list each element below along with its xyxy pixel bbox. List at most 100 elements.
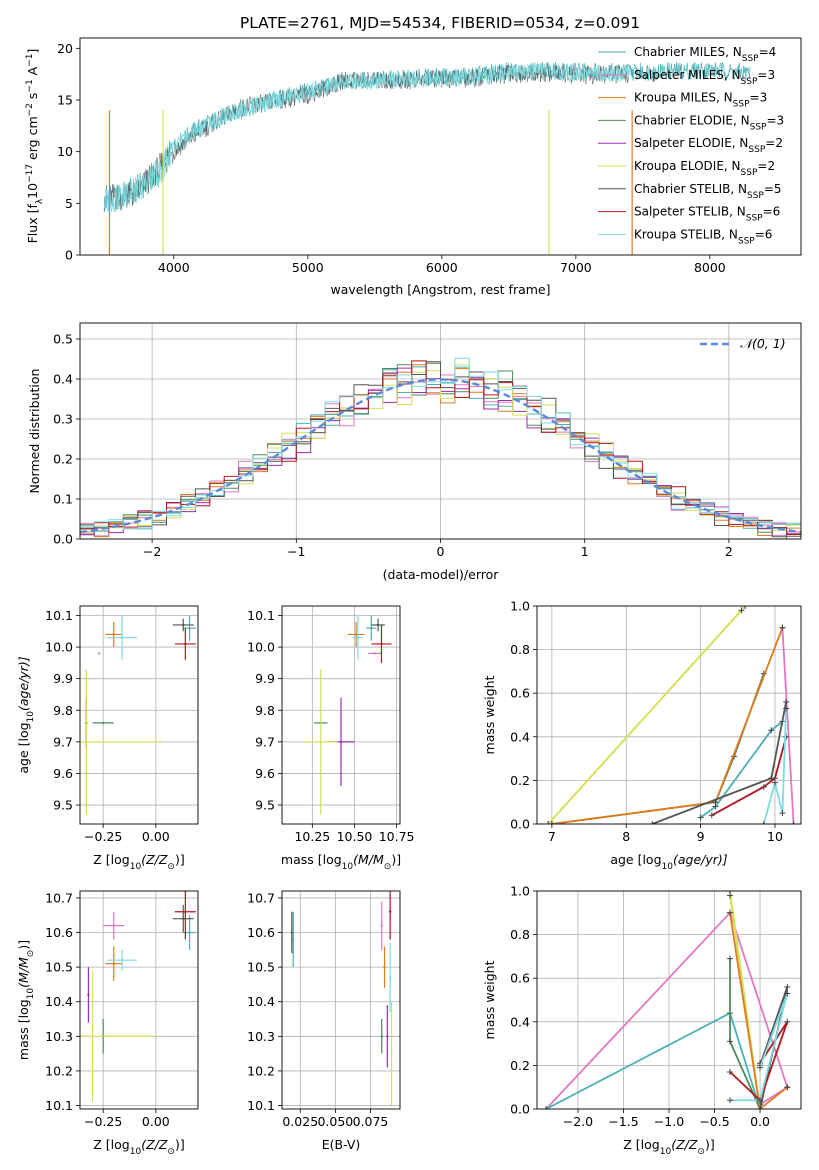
axes: −2.0 −1.5 −1.0 −0.5 0.0 0.0 0.2 0.4 0.6 0.8 1.0 mas… <box>482 884 802 1157</box>
x-tick-label: 0.0 <box>750 1114 770 1129</box>
y-tick-label: 10.1 <box>45 1098 73 1113</box>
weight-line <box>729 912 788 1109</box>
legend-entry: Kroupa MILES, NSSP=3 <box>634 91 767 110</box>
axes: −0.25 0.009.59.69.79.89.910.010.1Z [log10… <box>16 605 199 872</box>
label-part: (M/M <box>16 957 31 988</box>
y-tick-label: 0 <box>65 248 73 263</box>
y-tick-label: 1.0 <box>510 599 530 614</box>
weight-line <box>729 1021 789 1102</box>
weight-marker <box>771 779 778 786</box>
data-point <box>386 1035 389 1038</box>
weight-marker <box>783 698 790 705</box>
y-tick-label: 9.5 <box>255 798 275 813</box>
y-tick-label: 10.5 <box>247 960 275 975</box>
x-tick-label: 9 <box>697 829 705 844</box>
weight-marker <box>757 1106 764 1109</box>
weight-line <box>551 627 784 824</box>
label-part: Flux [f <box>25 204 40 244</box>
legend-entry: Salpeter STELIB, NSSP=6 <box>634 205 780 224</box>
weight-marker <box>760 821 767 824</box>
weight-line <box>547 609 743 824</box>
label-part: ⊙ <box>384 862 392 872</box>
weight-marker <box>742 606 749 609</box>
y-axis-label: Flux [fλ10−17 erg cm−2 s−1 A−1] <box>25 49 45 244</box>
weight-line <box>651 701 787 824</box>
x-tick-label: 0.050 <box>317 1114 353 1129</box>
y-tick-label: 0.0 <box>510 1102 530 1117</box>
y-tick-label: 0.4 <box>510 1014 530 1029</box>
label-part: Kroupa MILES, N <box>634 91 733 105</box>
label-part: =2 <box>757 159 775 173</box>
label-part: ] <box>25 49 40 54</box>
x-tick-label: 0.00 <box>142 1114 170 1129</box>
label-part: 10 <box>662 862 674 872</box>
x-tick-label: 0.00 <box>142 829 170 844</box>
y-tick-label: 9.8 <box>53 703 73 718</box>
y-tick-label: 10.4 <box>247 994 275 1009</box>
axes-frame <box>79 890 199 1110</box>
label-part: )] <box>705 1137 715 1152</box>
data-point <box>112 924 115 927</box>
y-tick-label: 0.1 <box>53 492 73 507</box>
weight-line <box>729 891 761 1109</box>
x-axis-label: Z [log10(Z/Z⊙)] <box>623 1137 714 1157</box>
gridlines <box>282 891 400 1109</box>
gridlines <box>80 323 801 540</box>
y-tick-label: 0.2 <box>510 1058 530 1073</box>
data-point <box>182 623 185 627</box>
weight-marker <box>726 1097 733 1104</box>
label-part: SSP <box>746 214 763 224</box>
x-tick-label: 10.50 <box>337 829 373 844</box>
y-tick-label: 9.7 <box>53 734 73 749</box>
x-tick-label: 5000 <box>292 260 324 275</box>
data-point <box>380 924 383 927</box>
plot-area <box>80 891 196 1103</box>
label-part: SSP <box>738 236 755 246</box>
x-tick-label: 6000 <box>426 260 458 275</box>
x-tick-label: −2.0 <box>563 1114 593 1129</box>
y-tick-label: 0.4 <box>53 372 73 387</box>
age-weight-panel: 7 8 9 10 0.0 0.2 0.4 0.6 0.8 1.0 mass weight age [l… <box>482 599 802 872</box>
y-tick-label: 10 <box>57 144 73 159</box>
legend-entry: Salpeter MILES, NSSP=3 <box>634 68 775 87</box>
y-tick-label: 0.0 <box>510 817 530 832</box>
x-tick-label: 0.075 <box>353 1114 389 1129</box>
axes-frame <box>281 890 401 1110</box>
label-part: =3 <box>750 91 768 105</box>
data-point <box>120 636 124 639</box>
weight-marker <box>784 1018 791 1025</box>
label-part: Z [log <box>93 1137 129 1152</box>
plot-area <box>290 891 393 1106</box>
y-axis-label: mass [log10(M/M⊙)] <box>16 940 36 1060</box>
x-tick-label: −2 <box>143 544 161 559</box>
data-point <box>184 642 187 646</box>
weight-marker <box>738 607 745 614</box>
metallicity-age-panel: −0.25 0.009.59.69.79.89.910.010.1Z [log10… <box>16 605 199 872</box>
y-tick-label: 15 <box>57 93 73 108</box>
y-tick-label: 10.0 <box>247 640 275 655</box>
gridlines <box>80 606 198 824</box>
y-tick-label: 10.1 <box>247 608 275 623</box>
label-part: 10 <box>130 1147 142 1157</box>
label-part: (Z/Z <box>141 1137 168 1152</box>
label-part: ⊙ <box>167 1147 175 1157</box>
weight-line <box>545 911 789 1109</box>
data-point <box>380 642 383 646</box>
label-part: (Z/Z <box>141 852 168 867</box>
weight-marker <box>697 814 704 821</box>
weight-marker <box>726 955 733 962</box>
label-part: SSP <box>748 145 765 155</box>
legend-entry: Salpeter ELODIE, NSSP=2 <box>634 136 783 155</box>
label-part: −17 <box>25 164 35 183</box>
label-part: )] <box>175 1137 185 1152</box>
data-point <box>356 636 360 639</box>
spectrum-line <box>103 62 630 213</box>
y-tick-label: 10.2 <box>45 1063 73 1078</box>
label-part: )] <box>16 940 31 950</box>
label-part: Chabrier MILES, N <box>634 45 742 59</box>
label-part: 10 <box>342 862 354 872</box>
x-tick-label: −1 <box>287 544 305 559</box>
x-tick-label: 8000 <box>694 260 726 275</box>
x-axis-label: E(B-V) <box>322 1137 361 1152</box>
label-part: Kroupa STELIB, N <box>634 227 738 241</box>
